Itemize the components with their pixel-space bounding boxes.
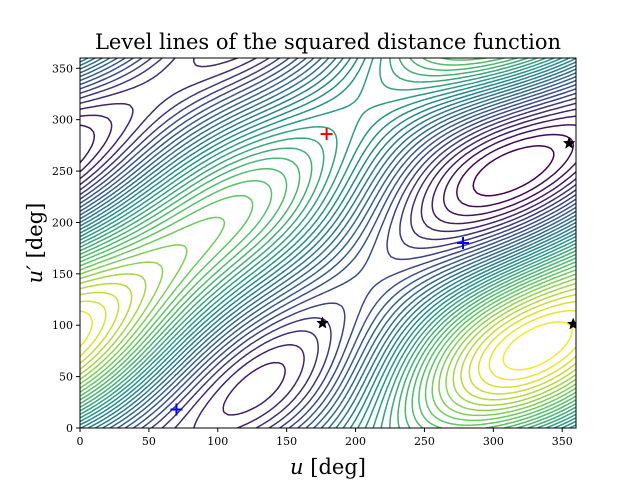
contour-level bbox=[80, 309, 576, 381]
y-tick-label: 300 bbox=[52, 114, 73, 127]
x-tick-label: 350 bbox=[552, 435, 573, 448]
x-tick-label: 100 bbox=[207, 435, 228, 448]
contour-level bbox=[80, 58, 576, 428]
star-marker bbox=[566, 317, 576, 330]
contour-lines bbox=[80, 58, 576, 428]
y-axis-unit: [deg] bbox=[23, 203, 47, 259]
contour-level bbox=[80, 244, 576, 417]
y-axis-label: u′ [deg] bbox=[23, 203, 47, 284]
contour-level bbox=[80, 194, 576, 426]
contour-level bbox=[502, 321, 573, 371]
y-tick-label: 100 bbox=[52, 319, 73, 332]
y-tick-label: 350 bbox=[52, 62, 73, 75]
y-axis-unit-space bbox=[23, 258, 47, 265]
x-tick-label: 200 bbox=[345, 435, 366, 448]
plus-marker bbox=[170, 403, 183, 416]
x-tick-label: 300 bbox=[483, 435, 504, 448]
contour-level bbox=[80, 291, 576, 395]
contour-level bbox=[80, 282, 576, 401]
y-tick-label: 150 bbox=[52, 268, 73, 281]
contour-level bbox=[80, 216, 576, 422]
contour-level bbox=[80, 58, 576, 428]
contour-level bbox=[80, 300, 576, 389]
contour-level bbox=[80, 58, 576, 428]
plus-marker bbox=[457, 237, 470, 249]
y-axis-var: u′ bbox=[23, 265, 47, 284]
x-axis: 0 50 100 150 200 250 300 350 bbox=[77, 428, 573, 448]
plot-frame bbox=[79, 57, 577, 429]
contour-level bbox=[80, 273, 576, 406]
contour-level bbox=[80, 58, 576, 428]
y-axis: 0 50 100 150 200 250 300 350 bbox=[52, 62, 80, 435]
x-tick-label: 150 bbox=[276, 435, 297, 448]
contour-level bbox=[80, 58, 576, 428]
x-axis-var: u bbox=[290, 455, 304, 479]
contour-level bbox=[472, 145, 555, 197]
contour-level bbox=[80, 58, 576, 428]
contour-level bbox=[80, 124, 576, 217]
y-tick-label: 200 bbox=[52, 216, 73, 229]
star-marker bbox=[562, 136, 576, 149]
chart-title: Level lines of the squared distance func… bbox=[95, 30, 561, 54]
contour-level bbox=[80, 261, 576, 412]
plus-marker bbox=[320, 128, 333, 141]
contour-level bbox=[80, 58, 576, 428]
contour-level bbox=[80, 58, 576, 428]
contour-level bbox=[456, 133, 575, 208]
marker-layer bbox=[170, 128, 576, 416]
star-marker bbox=[316, 316, 329, 329]
contour-level bbox=[80, 58, 576, 428]
contour-level bbox=[80, 58, 576, 428]
x-tick-label: 250 bbox=[414, 435, 435, 448]
y-tick-label: 0 bbox=[66, 422, 73, 435]
contour-level bbox=[80, 114, 576, 416]
x-tick-label: 50 bbox=[142, 435, 156, 448]
contour-level bbox=[80, 58, 576, 428]
contour-level bbox=[80, 58, 576, 428]
y-tick-label: 250 bbox=[52, 165, 73, 178]
x-axis-unit: [deg] bbox=[310, 455, 366, 479]
contour-level bbox=[80, 58, 576, 428]
x-axis-unit-space bbox=[304, 455, 311, 479]
contour-level bbox=[80, 58, 576, 428]
x-tick-label: 0 bbox=[77, 435, 84, 448]
contour-level bbox=[80, 58, 576, 428]
contour-level bbox=[80, 58, 576, 428]
x-axis-label: u [deg] bbox=[290, 455, 366, 479]
y-tick-label: 50 bbox=[59, 371, 73, 384]
